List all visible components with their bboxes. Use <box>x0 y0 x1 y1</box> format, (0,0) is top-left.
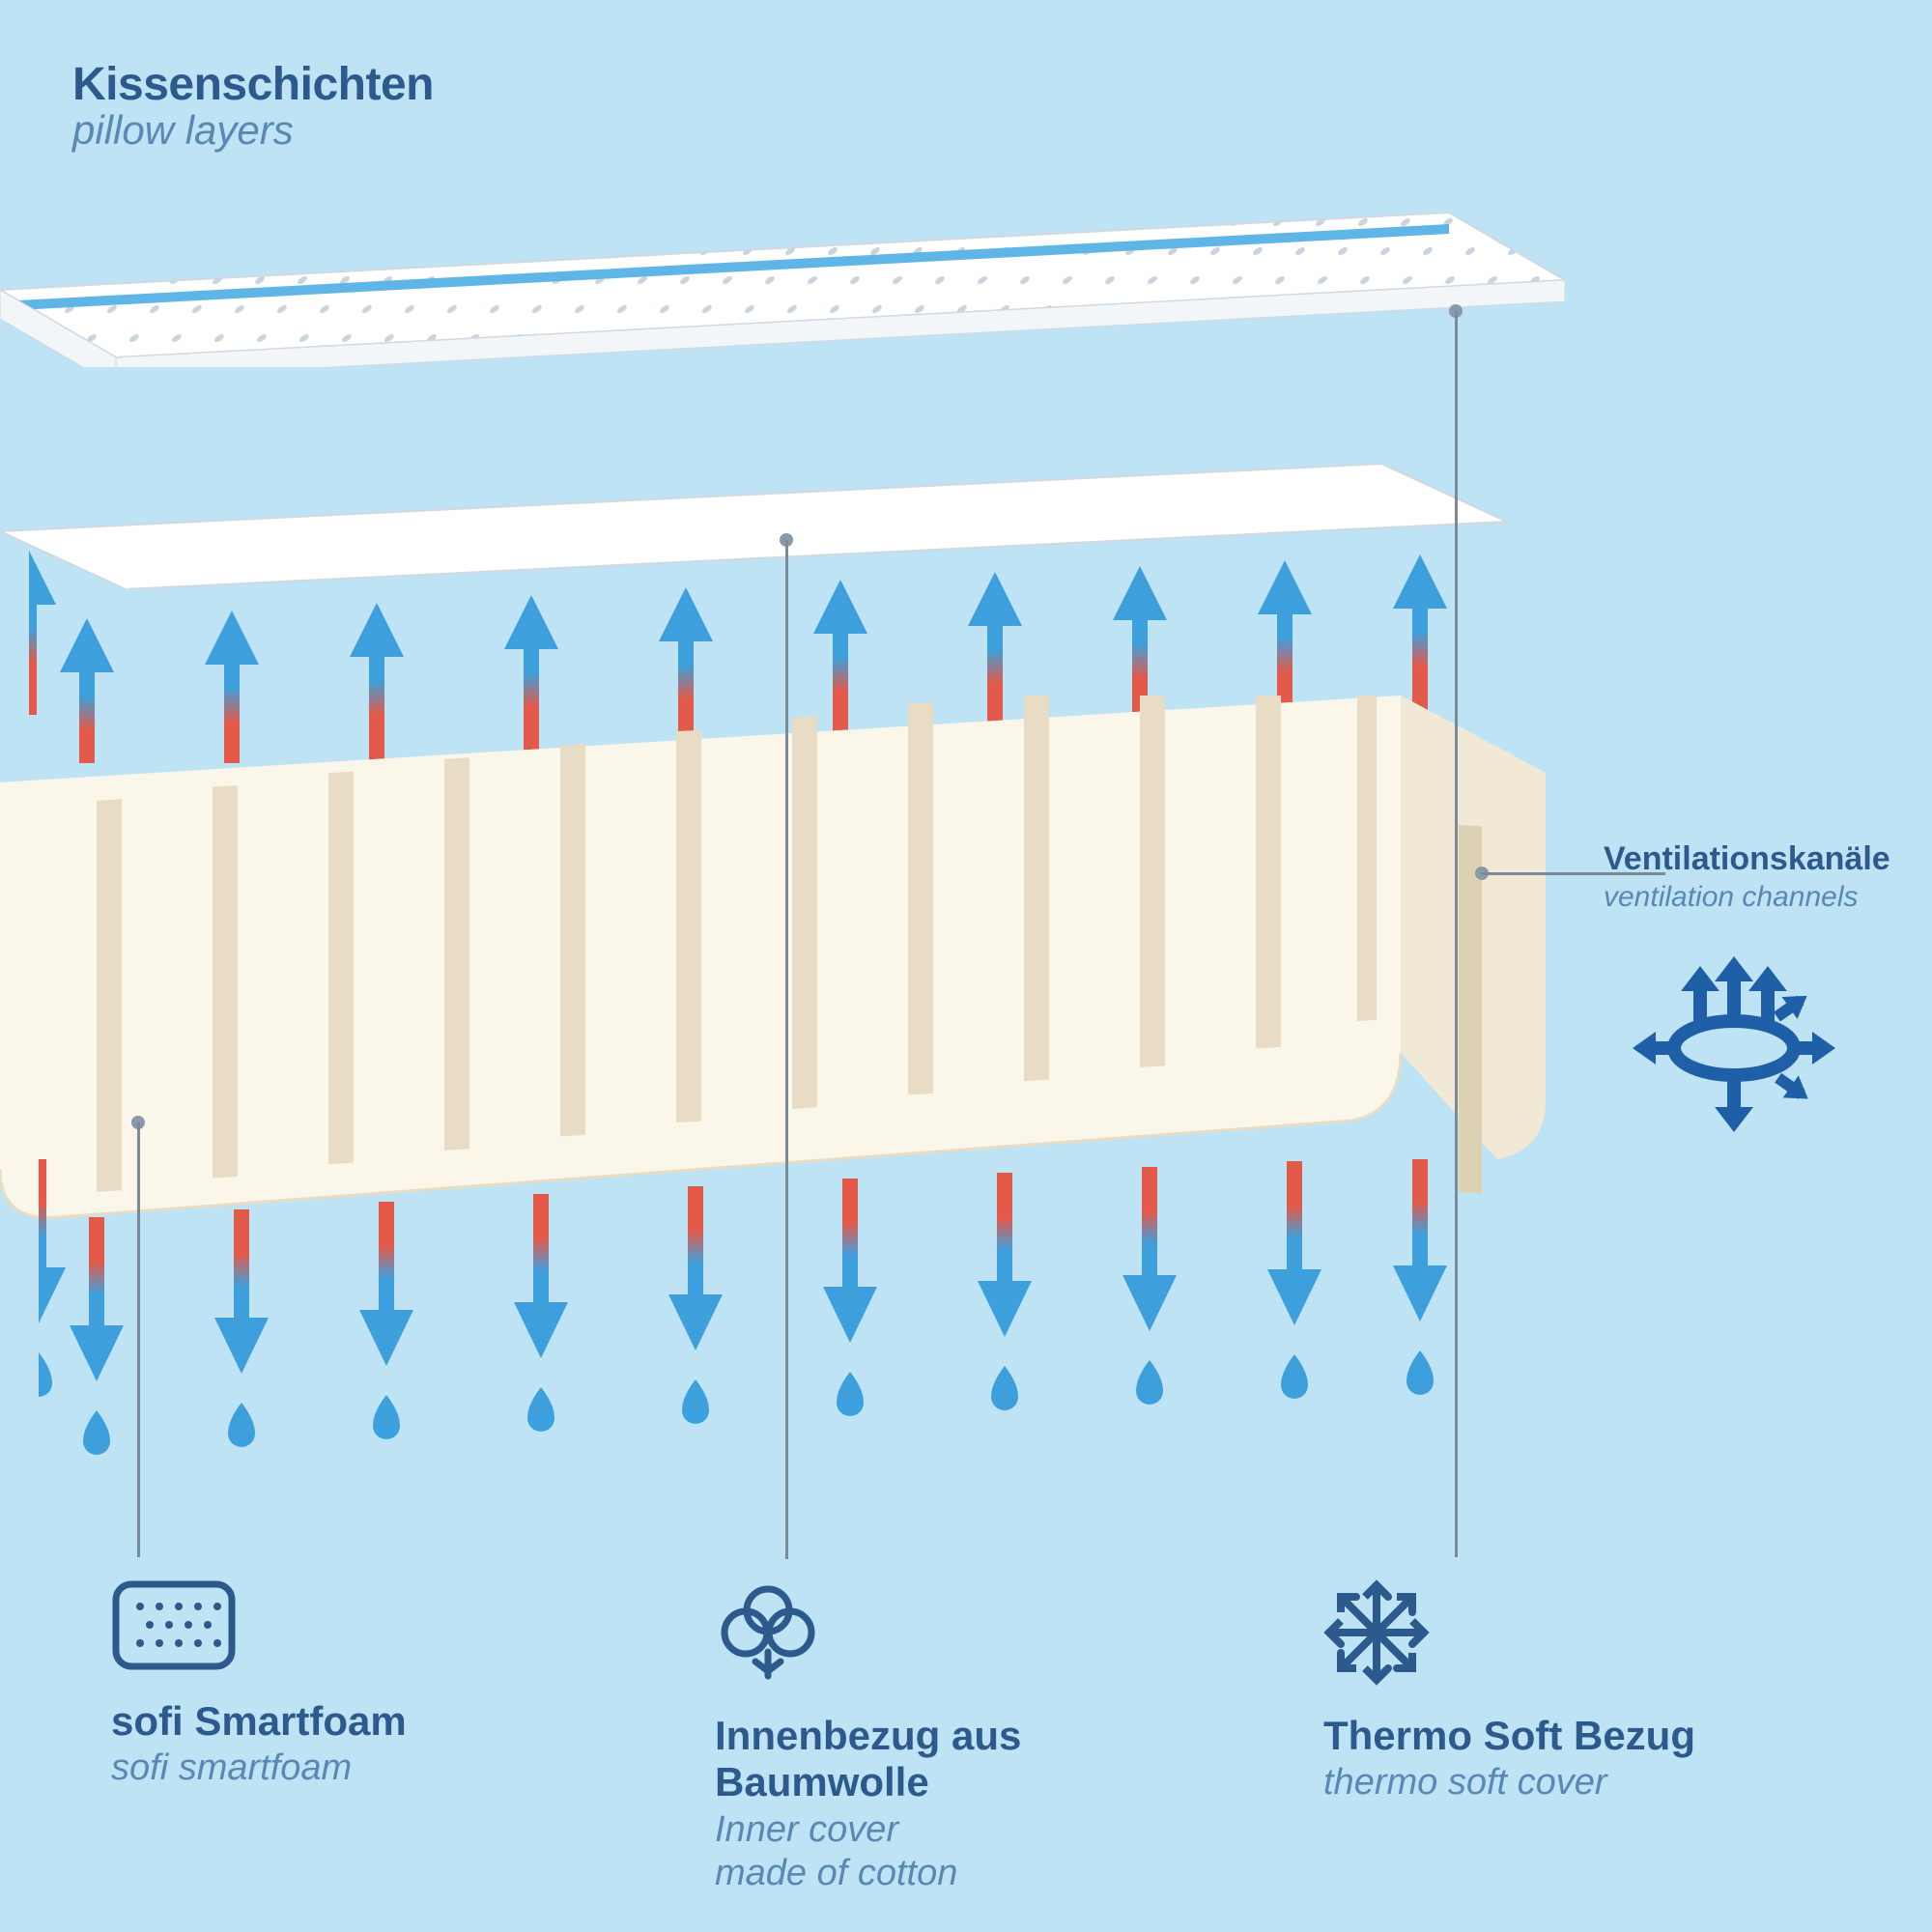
layer-top-cover <box>0 213 1565 367</box>
title-block: Kissenschichten pillow layers <box>72 58 434 154</box>
label-smartfoam: sofi Smartfoam sofi smartfoam <box>111 1579 407 1791</box>
smartfoam-icon <box>111 1579 407 1671</box>
label-innercover-english: Inner covermade of cotton <box>715 1808 1021 1896</box>
title-english: pillow layers <box>72 107 434 154</box>
label-ventilation: Ventilationskanäle ventilation channels <box>1604 840 1890 915</box>
label-smartfoam-english: sofi smartfoam <box>111 1747 407 1791</box>
arrows-down-row <box>39 1159 1449 1473</box>
label-ventilation-english: ventilation channels <box>1604 880 1890 915</box>
callout-line-smartfoam <box>137 1122 140 1557</box>
label-innercover: Innenbezug ausBaumwolle Inner covermade … <box>715 1579 1021 1896</box>
snowflake-icon <box>1323 1579 1695 1686</box>
label-innercover-german: Innenbezug ausBaumwolle <box>715 1713 1021 1806</box>
label-smartfoam-german: sofi Smartfoam <box>111 1698 407 1745</box>
label-ventilation-german: Ventilationskanäle <box>1604 840 1890 878</box>
cotton-icon <box>715 1579 1021 1686</box>
label-thermo-german: Thermo Soft Bezug <box>1323 1713 1695 1759</box>
label-thermo-english: thermo soft cover <box>1323 1761 1695 1805</box>
ventilation-icon <box>1633 956 1835 1145</box>
title-german: Kissenschichten <box>72 58 434 111</box>
label-thermo: Thermo Soft Bezug thermo soft cover <box>1323 1579 1695 1805</box>
callout-line-thermo <box>1455 311 1458 1557</box>
callout-line-innercover <box>785 540 788 1559</box>
